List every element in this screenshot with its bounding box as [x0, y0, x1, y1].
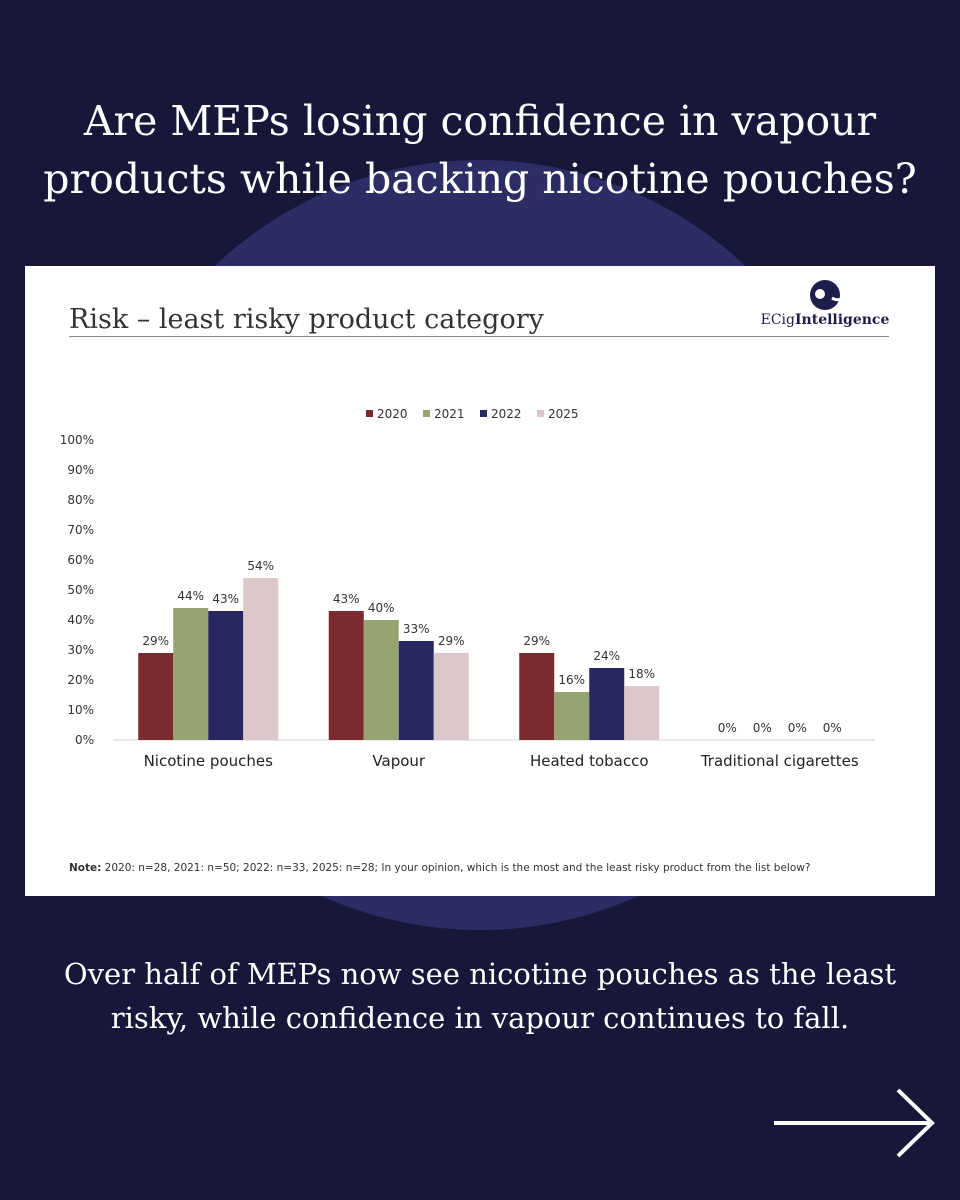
legend-label: 2025 — [548, 407, 579, 421]
legend-label: 2021 — [434, 407, 465, 421]
y-tick-label: 40% — [67, 613, 94, 627]
logo-wordmark-suffix: Intelligence — [795, 312, 890, 328]
y-tick-label: 60% — [67, 553, 94, 567]
data-label: 33% — [403, 622, 430, 636]
logo-wordmark: ECigIntelligence — [760, 312, 890, 328]
logo-wordmark-prefix: ECig — [760, 312, 795, 328]
y-tick-label: 20% — [67, 673, 94, 687]
data-label: 0% — [753, 721, 772, 735]
bar — [208, 611, 244, 740]
data-label: 43% — [212, 592, 239, 606]
data-label: 0% — [718, 721, 737, 735]
category-label: Nicotine pouches — [144, 752, 274, 770]
bar — [363, 620, 399, 740]
category-label: Vapour — [372, 752, 425, 770]
legend-label: 2020 — [377, 407, 408, 421]
legend-swatch — [423, 410, 430, 417]
bar — [398, 641, 434, 740]
data-label: 43% — [333, 592, 360, 606]
legend-label: 2022 — [491, 407, 522, 421]
bar — [243, 578, 279, 740]
bar — [433, 653, 469, 740]
data-label: 54% — [247, 559, 274, 573]
y-tick-label: 70% — [67, 523, 94, 537]
y-tick-label: 50% — [67, 583, 94, 597]
note-text: 2020: n=28, 2021: n=50; 2022: n=33, 2025… — [101, 862, 811, 874]
category-label: Heated tobacco — [530, 752, 649, 770]
data-label: 29% — [523, 634, 550, 648]
caption-line-2: risky, while confidence in vapour contin… — [110, 1001, 850, 1035]
ecig-intelligence-logo-icon — [810, 280, 847, 310]
legend-swatch — [537, 410, 544, 417]
bar — [589, 668, 625, 740]
title-divider — [69, 336, 889, 337]
y-tick-label: 80% — [67, 493, 94, 507]
data-label: 29% — [142, 634, 169, 648]
arrow-right-icon[interactable] — [772, 1088, 938, 1158]
y-tick-label: 10% — [67, 703, 94, 717]
caption-line-1: Over half of MEPs now see nicotine pouch… — [63, 957, 897, 991]
data-label: 44% — [177, 589, 204, 603]
data-label: 16% — [558, 673, 585, 687]
data-label: 0% — [788, 721, 807, 735]
y-tick-label: 30% — [67, 643, 94, 657]
bar — [328, 611, 364, 740]
data-label: 24% — [593, 649, 620, 663]
chart-card: Risk – least risky product category ECig… — [25, 266, 935, 896]
bar — [138, 653, 174, 740]
bar-chart: 0% 10% 20% 30% 40% 50% 60% 70% 80% 90% 100% 2020 202… — [60, 407, 875, 770]
bar — [519, 653, 555, 740]
bar — [554, 692, 590, 740]
brand-logo: ECigIntelligence — [760, 278, 890, 333]
legend-swatch — [366, 410, 373, 417]
category-label: Traditional cigarettes — [700, 752, 859, 770]
note-label: Note: — [69, 862, 102, 874]
y-tick-label: 100% — [60, 433, 94, 447]
chart-note: Note: 2020: n=28, 2021: n=50; 2022: n=33… — [69, 862, 810, 874]
headline-line-2: products while backing nicotine pouches? — [43, 155, 917, 203]
data-label: 18% — [628, 667, 655, 681]
data-label: 0% — [823, 721, 842, 735]
bar — [173, 608, 209, 740]
headline-line-1: Are MEPs losing confidence in vapour — [83, 97, 877, 145]
data-label: 40% — [368, 601, 395, 615]
legend-swatch — [480, 410, 487, 417]
data-label: 29% — [438, 634, 465, 648]
bar — [624, 686, 660, 740]
caption: Over half of MEPs now see nicotine pouch… — [0, 952, 960, 1040]
y-tick-label: 0% — [75, 733, 94, 747]
chart-title: Risk – least risky product category — [69, 304, 544, 335]
headline: Are MEPs losing confidence in vapour pro… — [0, 92, 960, 208]
y-tick-label: 90% — [67, 463, 94, 477]
